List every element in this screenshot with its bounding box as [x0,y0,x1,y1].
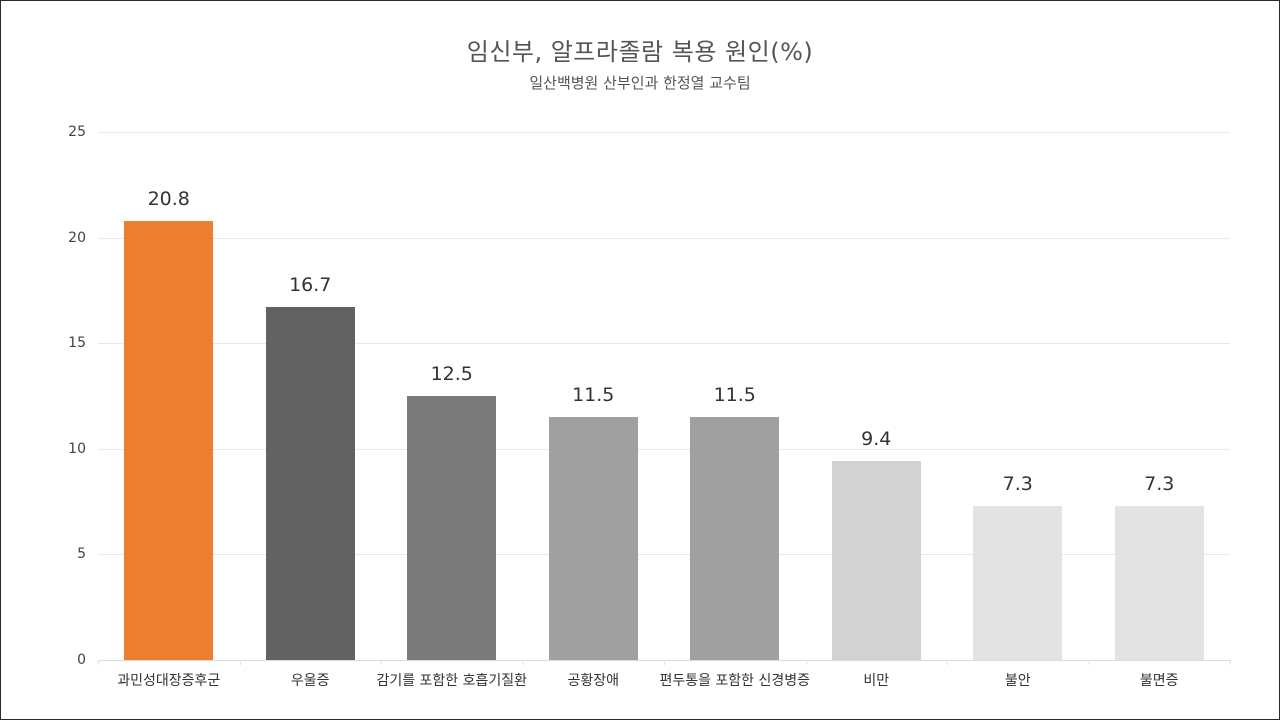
bar [265,307,355,660]
x-category-label: 편두통을 포함한 신경병증 [659,673,811,689]
plot-area: 0 5 10 15 20 25 20.8 과민성대장증후군 16.7 우울증 12.5 감기를 포함한… [68,124,1231,689]
gridline [98,237,1230,239]
bar-value-label: 11.5 [713,384,756,407]
x-category-label: 우울증 [290,673,330,689]
x-tick-mark [947,660,948,665]
bar-value-label: 20.8 [147,187,190,210]
bar [407,396,497,660]
bar-value-label: 7.3 [1002,472,1033,495]
x-tick-mark [98,660,99,665]
x-tick-mark [381,660,382,665]
x-category-label: 불면증 [1139,673,1179,689]
y-tick-label: 20 [68,229,86,246]
x-category-label: 공황장애 [567,673,620,689]
x-category-label: 감기를 포함한 호흡기질환 [376,673,528,689]
bar-value-label: 9.4 [861,428,892,451]
chart-subtitle: 일산백병원 산부인과 한정열 교수팀 [529,74,751,92]
bar [124,220,214,660]
x-tick-mark [1230,660,1231,665]
gridline [98,448,1230,450]
bar-value-label: 12.5 [430,363,473,385]
x-category-label: 불안 [1004,673,1031,689]
bar [690,417,780,660]
bar-value-label: 16.7 [289,274,332,297]
bar [1114,505,1204,660]
x-tick-mark [805,660,807,665]
x-tick-mark [522,660,524,665]
y-tick-label: 0 [77,652,86,668]
bar [548,417,638,660]
gridline [98,554,1230,556]
x-tick-mark [664,660,665,665]
gridline [98,343,1230,345]
x-tick-mark [239,660,241,665]
chart-title: 임신부, 알프라졸람 복용 원인(%) [466,38,814,66]
gridline [98,132,1230,133]
bar-value-label: 7.3 [1144,472,1175,495]
x-category-label: 과민성대장증후군 [117,673,221,689]
bar [831,461,921,660]
y-tick-label: 15 [68,335,86,352]
bar-value-label: 11.5 [572,384,615,407]
x-tick-mark [1088,660,1090,665]
y-tick-label: 10 [68,440,86,457]
x-category-label: 비만 [863,673,890,689]
y-tick-label: 25 [68,124,86,140]
y-tick-label: 5 [77,546,86,563]
bar [973,505,1063,660]
